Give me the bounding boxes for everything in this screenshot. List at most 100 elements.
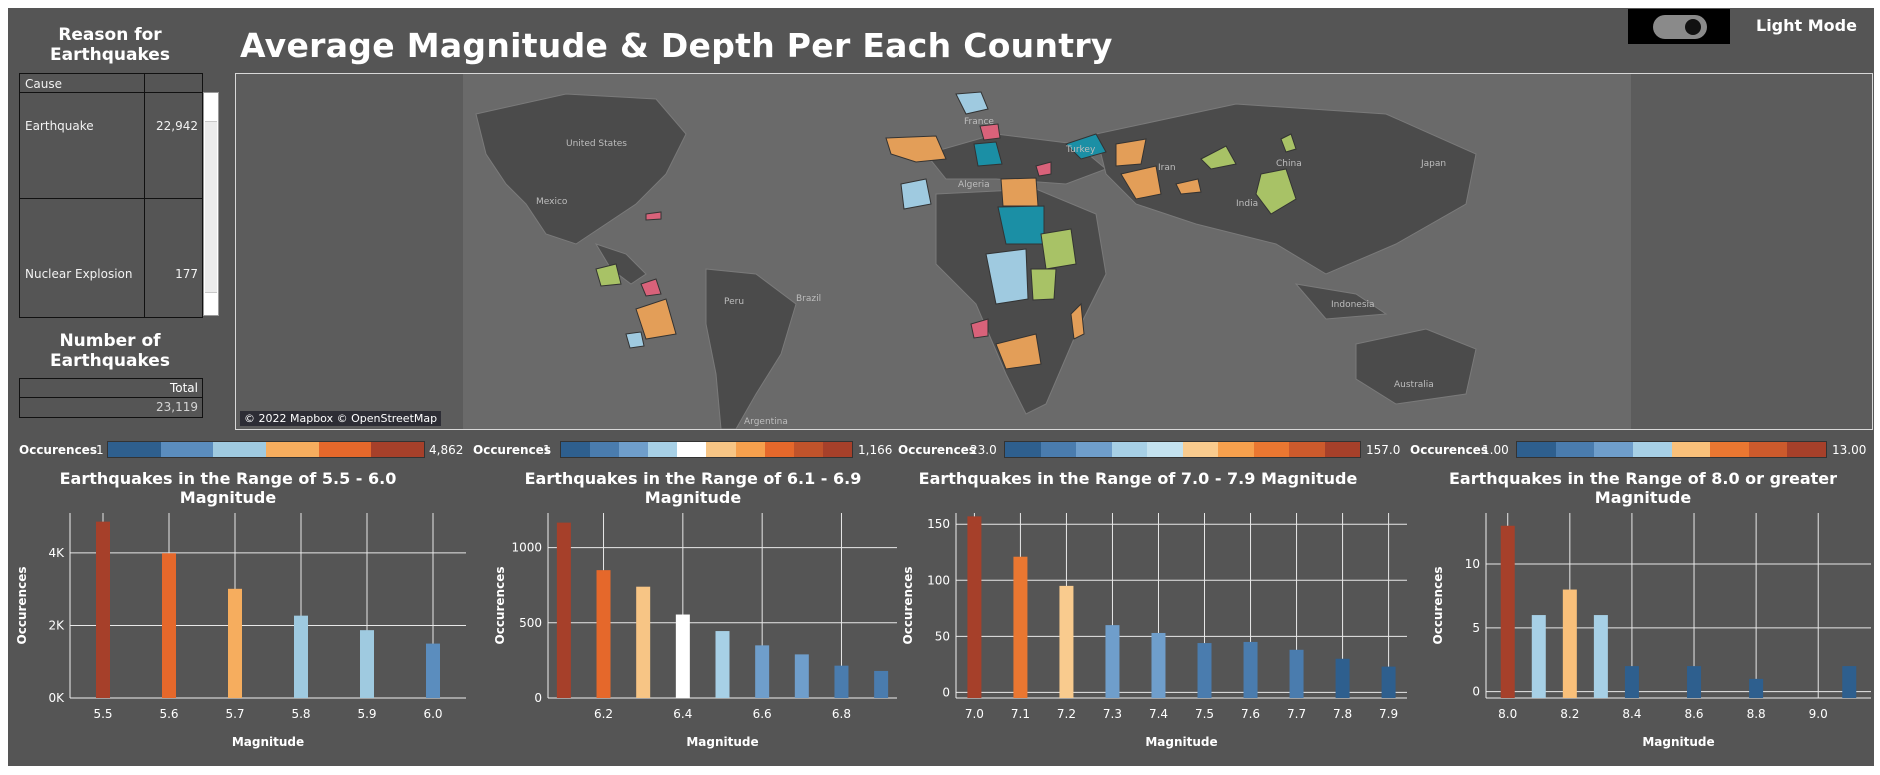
bar[interactable] xyxy=(1289,649,1304,698)
map-place-label: United States xyxy=(566,139,627,149)
north-america-land xyxy=(475,93,687,245)
legend-swatch xyxy=(318,442,372,457)
bar-chart[interactable]: 6.2 6.4 6.6 6.8 0 500 1000 Magnitude Occurences xyxy=(490,503,905,766)
scrollbar-thumb[interactable] xyxy=(205,121,217,293)
country-shape xyxy=(645,211,662,221)
central-america-land xyxy=(594,243,647,285)
bar[interactable] xyxy=(794,654,809,698)
bar[interactable] xyxy=(1500,525,1515,698)
theme-toggle[interactable] xyxy=(1628,9,1730,44)
bar-chart[interactable]: 7.0 7.1 7.2 7.3 7.4 7.5 7.6 7.7 7.8 7.9 0 50 100 150 M… xyxy=(898,503,1415,766)
x-tick-label: 7.4 xyxy=(1149,707,1168,721)
number-title: Number of Earthquakes xyxy=(50,331,170,371)
y-tick-label: 2K xyxy=(48,618,65,632)
cause-table: Cause Earthquake 22,942 Nuclear Explosio… xyxy=(19,73,203,318)
country-shape xyxy=(885,135,947,163)
x-tick-label: 7.0 xyxy=(965,707,984,721)
bar[interactable] xyxy=(1105,625,1120,698)
bar[interactable] xyxy=(294,615,308,698)
y-tick-label: 0K xyxy=(48,691,65,705)
bar[interactable] xyxy=(1687,666,1702,698)
bar[interactable] xyxy=(1243,641,1258,698)
bar[interactable] xyxy=(426,643,440,698)
bar[interactable] xyxy=(1013,556,1028,698)
x-tick-label: 7.1 xyxy=(1011,707,1030,721)
bar[interactable] xyxy=(874,670,889,698)
bar[interactable] xyxy=(1842,666,1857,698)
legend-color-ramp[interactable] xyxy=(107,441,425,458)
x-tick-label: 5.9 xyxy=(357,707,376,721)
map-place-label: Peru xyxy=(724,297,744,307)
x-tick-label: 8.0 xyxy=(1498,707,1517,721)
legend-swatch xyxy=(764,442,794,457)
country-shape xyxy=(1120,165,1162,200)
legend-color-ramp[interactable] xyxy=(560,441,853,458)
map-attribution[interactable]: © 2022 Mapbox © OpenStreetMap xyxy=(240,411,442,426)
bar[interactable] xyxy=(1624,666,1639,698)
bar-chart[interactable]: 5.5 5.6 5.7 5.8 5.9 6.0 0K 2K 4K Magnitude Occuren… xyxy=(12,503,474,766)
bar[interactable] xyxy=(755,645,770,698)
country-shape xyxy=(1035,161,1052,177)
bar[interactable] xyxy=(596,570,611,698)
x-tick-label: 6.0 xyxy=(423,707,442,721)
bar[interactable] xyxy=(360,630,374,698)
x-tick-label: 7.7 xyxy=(1287,707,1306,721)
cause-label-nuclear[interactable]: Nuclear Explosion xyxy=(25,267,133,281)
bar[interactable] xyxy=(636,586,651,698)
legend-swatch xyxy=(1324,442,1360,457)
legend-color-ramp[interactable] xyxy=(1516,441,1827,458)
cause-table-scrollbar[interactable] xyxy=(203,92,219,316)
bar[interactable] xyxy=(162,553,176,698)
country-shape xyxy=(900,178,932,210)
country-shape xyxy=(997,205,1045,245)
bar[interactable] xyxy=(1562,589,1577,698)
legend-swatch xyxy=(1040,442,1076,457)
bar[interactable] xyxy=(1531,615,1546,698)
x-tick-label: 6.2 xyxy=(594,707,613,721)
legend-swatch xyxy=(371,442,425,457)
bar[interactable] xyxy=(1593,615,1608,698)
x-tick-label: 5.8 xyxy=(291,707,310,721)
bar-chart[interactable]: 8.0 8.2 8.4 8.6 8.8 9.0 0 5 10 Magnitude Occurence… xyxy=(1428,503,1874,766)
country-shape xyxy=(1070,302,1085,340)
bar[interactable] xyxy=(1151,632,1166,698)
y-tick-label: 4K xyxy=(48,546,65,560)
bar[interactable] xyxy=(1749,678,1764,698)
y-axis-label: Occurences xyxy=(493,567,507,645)
country-shape xyxy=(1175,178,1202,195)
bar[interactable] xyxy=(556,522,571,698)
bar[interactable] xyxy=(1197,643,1212,698)
country-shape xyxy=(625,331,645,349)
legend-label: Occurences xyxy=(898,443,976,457)
legend-max: 4,862 xyxy=(429,443,464,457)
bar[interactable] xyxy=(715,631,730,698)
bar[interactable] xyxy=(1381,666,1396,698)
legend-max: 157.0 xyxy=(1366,443,1401,457)
country-shapes[interactable] xyxy=(595,91,1297,370)
world-map[interactable]: United States Mexico Peru Brazil Argenti… xyxy=(235,73,1873,430)
bar[interactable] xyxy=(834,665,849,698)
legend-color-ramp[interactable] xyxy=(1004,441,1361,458)
bar[interactable] xyxy=(1059,585,1074,698)
y-tick-label: 0 xyxy=(1472,685,1480,699)
bar[interactable] xyxy=(1335,658,1350,698)
bar[interactable] xyxy=(96,521,110,698)
map-canvas[interactable]: United States Mexico Peru Brazil Argenti… xyxy=(236,74,1872,429)
bar[interactable] xyxy=(675,614,690,698)
page-title: Average Magnitude & Depth Per Each Count… xyxy=(240,26,1113,65)
x-tick-label: 5.7 xyxy=(225,707,244,721)
legend-swatch xyxy=(648,442,678,457)
country-shape xyxy=(1030,268,1057,301)
total-table: Total 23,119 xyxy=(19,378,203,418)
cause-count-earthquake: 22,942 xyxy=(156,119,198,133)
chart-title: Earthquakes in the Range of 5.5 - 6.0 Ma… xyxy=(59,469,397,507)
reasons-title: Reason for Earthquakes xyxy=(50,25,170,65)
map-place-label: Brazil xyxy=(796,294,821,304)
europe-land xyxy=(925,133,1107,185)
cause-label-earthquake[interactable]: Earthquake xyxy=(25,119,94,133)
country-shape xyxy=(1255,168,1297,215)
bar[interactable] xyxy=(228,588,242,698)
y-tick-label: 50 xyxy=(935,629,950,643)
bar[interactable] xyxy=(967,516,982,698)
toggle-track[interactable] xyxy=(1653,15,1707,39)
